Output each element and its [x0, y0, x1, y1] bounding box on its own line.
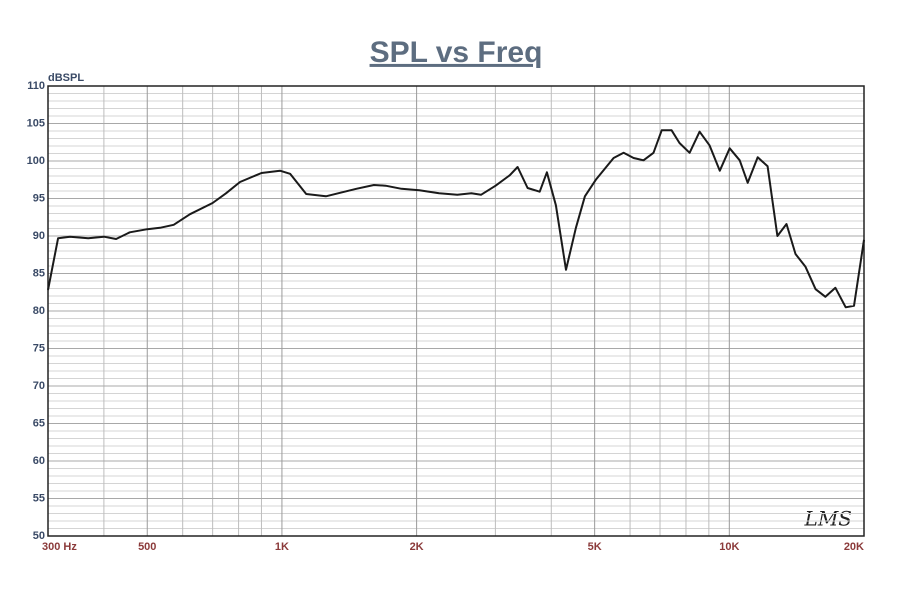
y-tick-label: 110	[27, 80, 45, 92]
chart-title: SPL vs Freq	[370, 36, 543, 69]
plot-frame	[47, 85, 865, 537]
x-tick-label: 5K	[588, 541, 602, 553]
x-tick-label: 20K	[844, 541, 864, 553]
y-tick-label: 60	[33, 455, 45, 467]
y-tick-label: 90	[33, 230, 45, 242]
watermark: LMS	[804, 507, 852, 531]
y-tick-label: 65	[33, 417, 45, 429]
y-tick-label: 70	[33, 380, 45, 392]
y-tick-label: 80	[33, 305, 45, 317]
x-tick-label: 10K	[719, 541, 739, 553]
x-tick-label: 2K	[410, 541, 424, 553]
y-tick-label: 95	[33, 192, 45, 204]
x-tick-label: 1K	[275, 541, 289, 553]
x-tick-label: 500	[138, 541, 156, 553]
y-tick-label: 50	[33, 530, 45, 542]
y-tick-label: 105	[27, 117, 45, 129]
spl-line	[47, 129, 865, 309]
x-tick-label: 300 Hz	[42, 541, 77, 553]
y-tick-label: 75	[33, 342, 45, 354]
y-tick-label: 55	[33, 492, 45, 504]
y-tick-label: 100	[27, 155, 45, 167]
y-tick-label: 85	[33, 267, 45, 279]
y-axis-label: dBSPL	[48, 72, 84, 84]
